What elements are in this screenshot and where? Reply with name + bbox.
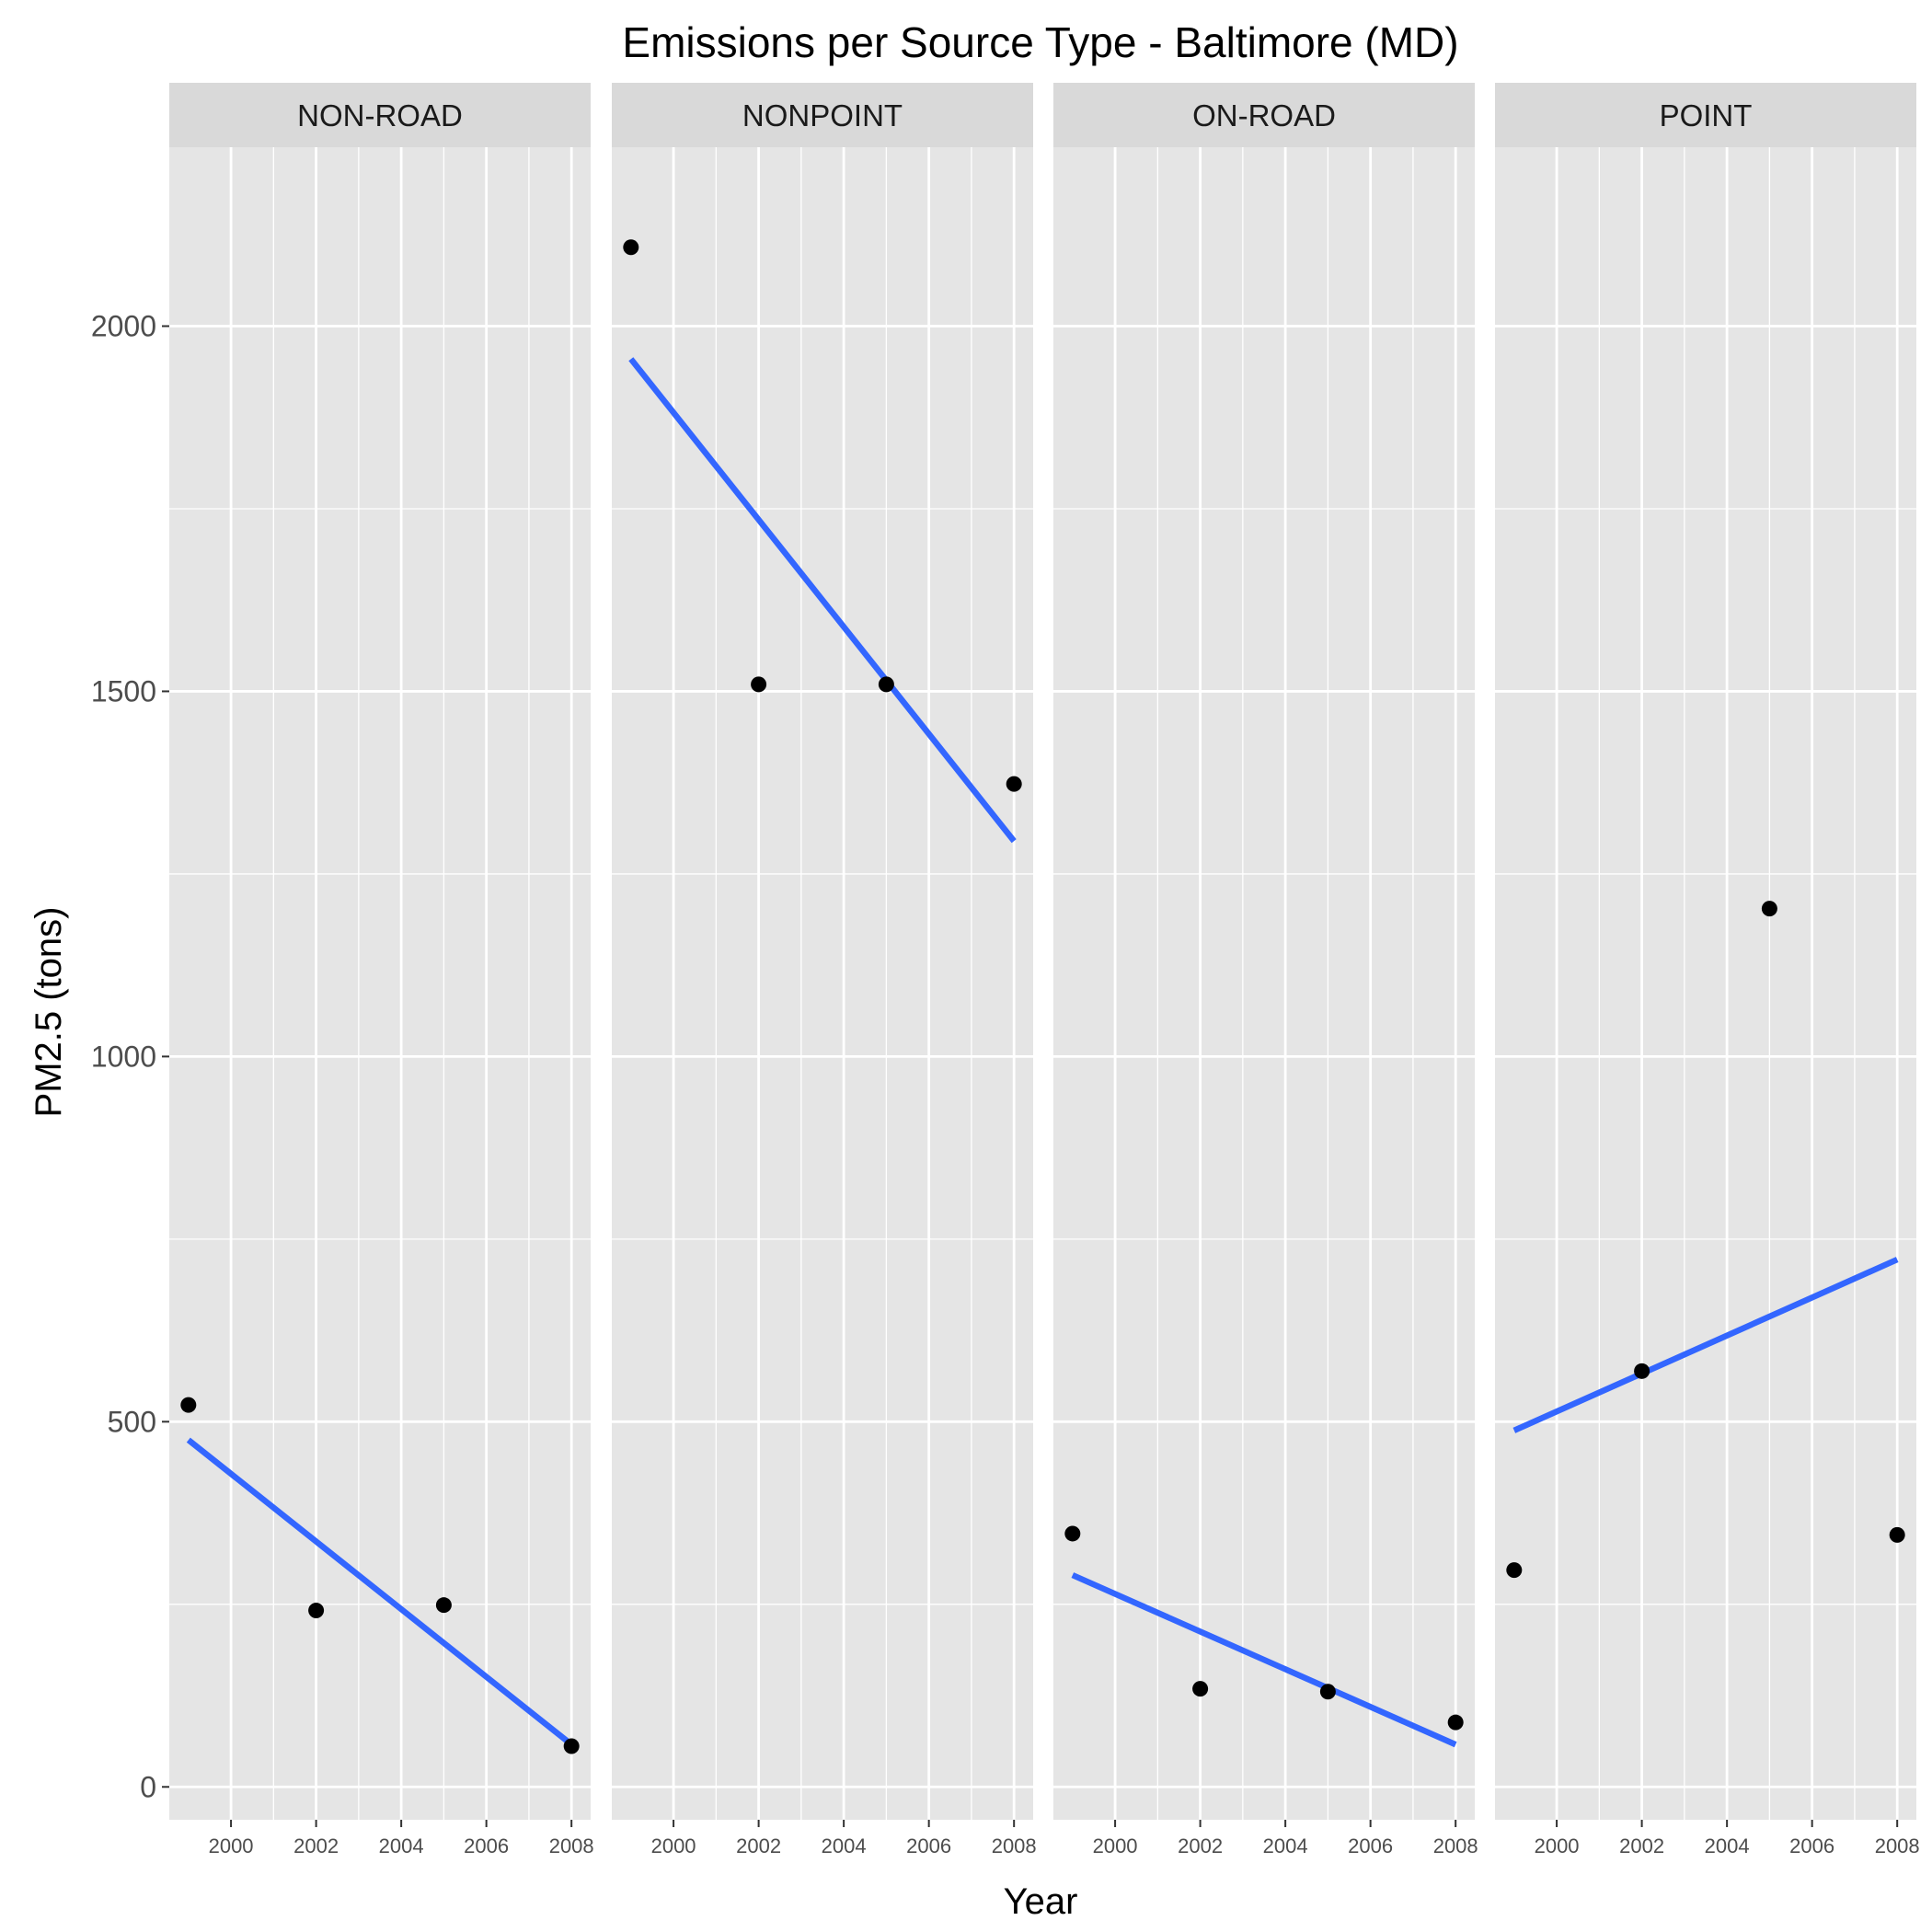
x-tick-label: 2002: [1178, 1834, 1223, 1857]
data-point: [308, 1603, 325, 1619]
facet-strip: [1495, 83, 1916, 147]
data-point: [878, 676, 894, 693]
panel-background: [1053, 147, 1475, 1820]
x-tick-label: 2004: [379, 1834, 424, 1857]
data-point: [1761, 901, 1777, 917]
x-tick-label: 2000: [1093, 1834, 1138, 1857]
panel-background: [612, 147, 1033, 1820]
y-tick-label: 500: [108, 1405, 156, 1438]
facet-strip: [612, 83, 1033, 147]
x-tick-label: 2006: [906, 1834, 951, 1857]
x-tick-label: 2000: [1535, 1834, 1580, 1857]
x-tick-label: 2000: [651, 1834, 696, 1857]
x-tick-label: 2008: [549, 1834, 594, 1857]
trend-line: [628, 357, 1017, 844]
x-tick-label: 2006: [1348, 1834, 1393, 1857]
facet-strip-label: ON-ROAD: [1192, 98, 1336, 132]
y-tick-label: 0: [140, 1770, 156, 1803]
data-point: [623, 239, 639, 256]
panel-on-road: ON-ROAD 2000 2002 2004 2006 2008: [1053, 83, 1478, 1857]
x-tick-label: 2002: [736, 1834, 781, 1857]
data-point: [180, 1397, 197, 1413]
panel-background: [1495, 147, 1916, 1820]
y-axis: 0 500 1000 1500 2000: [91, 310, 169, 1803]
x-axis-label: Year: [1004, 1881, 1078, 1922]
facet-strip-label: POINT: [1660, 98, 1753, 132]
x-tick-label: 2002: [293, 1834, 339, 1857]
data-point: [1634, 1363, 1650, 1379]
panel-point: POINT 2000 2002 2004 2006 2008: [1495, 83, 1920, 1857]
y-tick-label: 2000: [91, 310, 156, 343]
facet-strip-label: NONPOINT: [742, 98, 903, 132]
y-tick-label: 1000: [91, 1040, 156, 1073]
data-point: [1447, 1714, 1464, 1731]
trend-line: [1071, 1572, 1457, 1748]
data-point: [435, 1597, 452, 1614]
data-point: [563, 1738, 580, 1754]
x-tick-label: 2008: [1433, 1834, 1478, 1857]
data-point: [1889, 1526, 1905, 1543]
x-tick-label: 2006: [1789, 1834, 1834, 1857]
panels-layer: NON-ROAD 2000 2002 2004 2006 2008 NONPOINT 2000…: [169, 83, 1920, 1857]
facet-strip-label: NON-ROAD: [297, 98, 463, 132]
y-axis-label: PM2.5 (tons): [29, 907, 69, 1118]
facet-strip: [169, 83, 591, 147]
x-tick-label: 2004: [1263, 1834, 1308, 1857]
x-tick-label: 2008: [1875, 1834, 1920, 1857]
x-tick-label: 2000: [209, 1834, 254, 1857]
data-point: [1192, 1681, 1209, 1697]
trend-line: [186, 1437, 574, 1747]
data-point: [1064, 1525, 1081, 1542]
data-point: [1319, 1684, 1336, 1700]
facet-strip: [1053, 83, 1475, 147]
panel-non-road: NON-ROAD 2000 2002 2004 2006 2008: [169, 83, 594, 1857]
data-point: [751, 676, 767, 693]
panel-nonpoint: NONPOINT 2000 2002 2004 2006 2008: [612, 83, 1037, 1857]
x-tick-label: 2002: [1619, 1834, 1664, 1857]
x-tick-label: 2006: [464, 1834, 509, 1857]
x-tick-label: 2004: [822, 1834, 867, 1857]
x-tick-label: 2004: [1705, 1834, 1750, 1857]
trend-line: [1512, 1257, 1899, 1433]
data-point: [1006, 776, 1022, 792]
panel-background: [169, 147, 591, 1820]
y-tick-label: 1500: [91, 674, 156, 707]
x-tick-label: 2008: [992, 1834, 1037, 1857]
data-point: [1506, 1562, 1523, 1579]
chart-title: Emissions per Source Type - Baltimore (M…: [622, 18, 1458, 66]
